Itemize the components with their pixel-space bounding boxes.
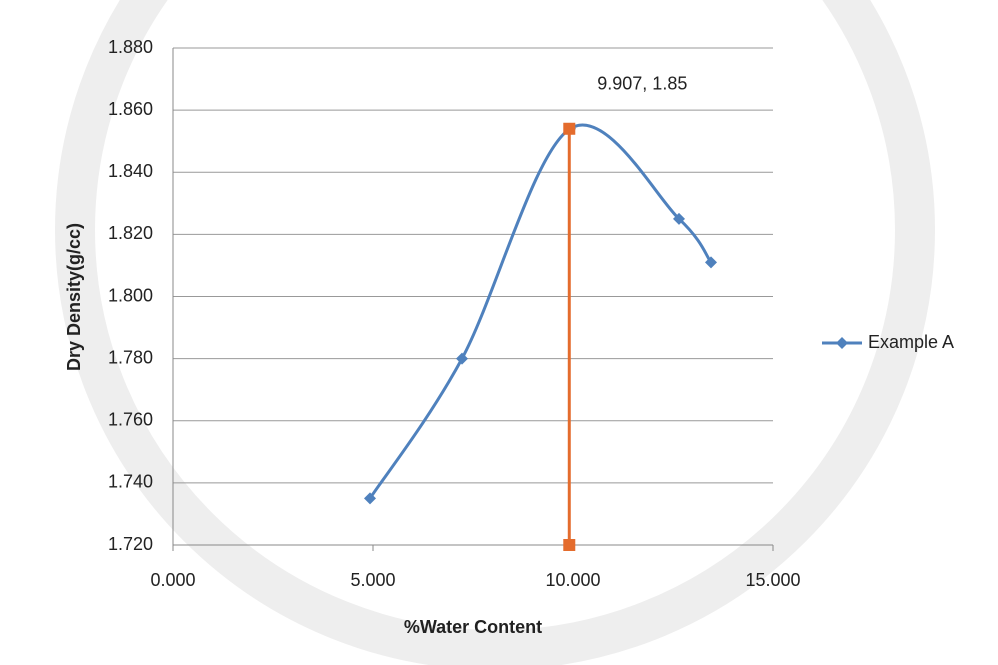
legend-label: Example A xyxy=(868,332,954,352)
marker xyxy=(705,256,717,269)
marker xyxy=(563,122,576,135)
y-tick-label: 1.760 xyxy=(108,410,153,430)
y-tick-label: 1.780 xyxy=(108,347,153,367)
marker xyxy=(364,492,376,505)
y-tick-label: 1.720 xyxy=(108,534,153,554)
x-tick-label: 15.000 xyxy=(745,570,800,590)
y-tick-label: 1.740 xyxy=(108,472,153,492)
x-tick-label: 10.000 xyxy=(545,570,600,590)
y-tick-label: 1.860 xyxy=(108,99,153,119)
y-axis-title: Dry Density(g/cc) xyxy=(64,223,84,371)
y-tick-label: 1.820 xyxy=(108,223,153,243)
marker xyxy=(456,352,468,365)
marker xyxy=(563,539,576,551)
y-tick-label: 1.800 xyxy=(108,285,153,305)
x-axis-title: %Water Content xyxy=(404,617,542,637)
watermark xyxy=(55,0,935,665)
annotation: 9.907, 1.85 xyxy=(597,74,687,94)
y-tick-label: 1.840 xyxy=(108,161,153,181)
marker xyxy=(673,212,685,225)
legend-marker xyxy=(836,337,848,349)
y-tick-label: 1.880 xyxy=(108,37,153,57)
x-tick-label: 5.000 xyxy=(350,570,395,590)
x-tick-label: 0.000 xyxy=(150,570,195,590)
